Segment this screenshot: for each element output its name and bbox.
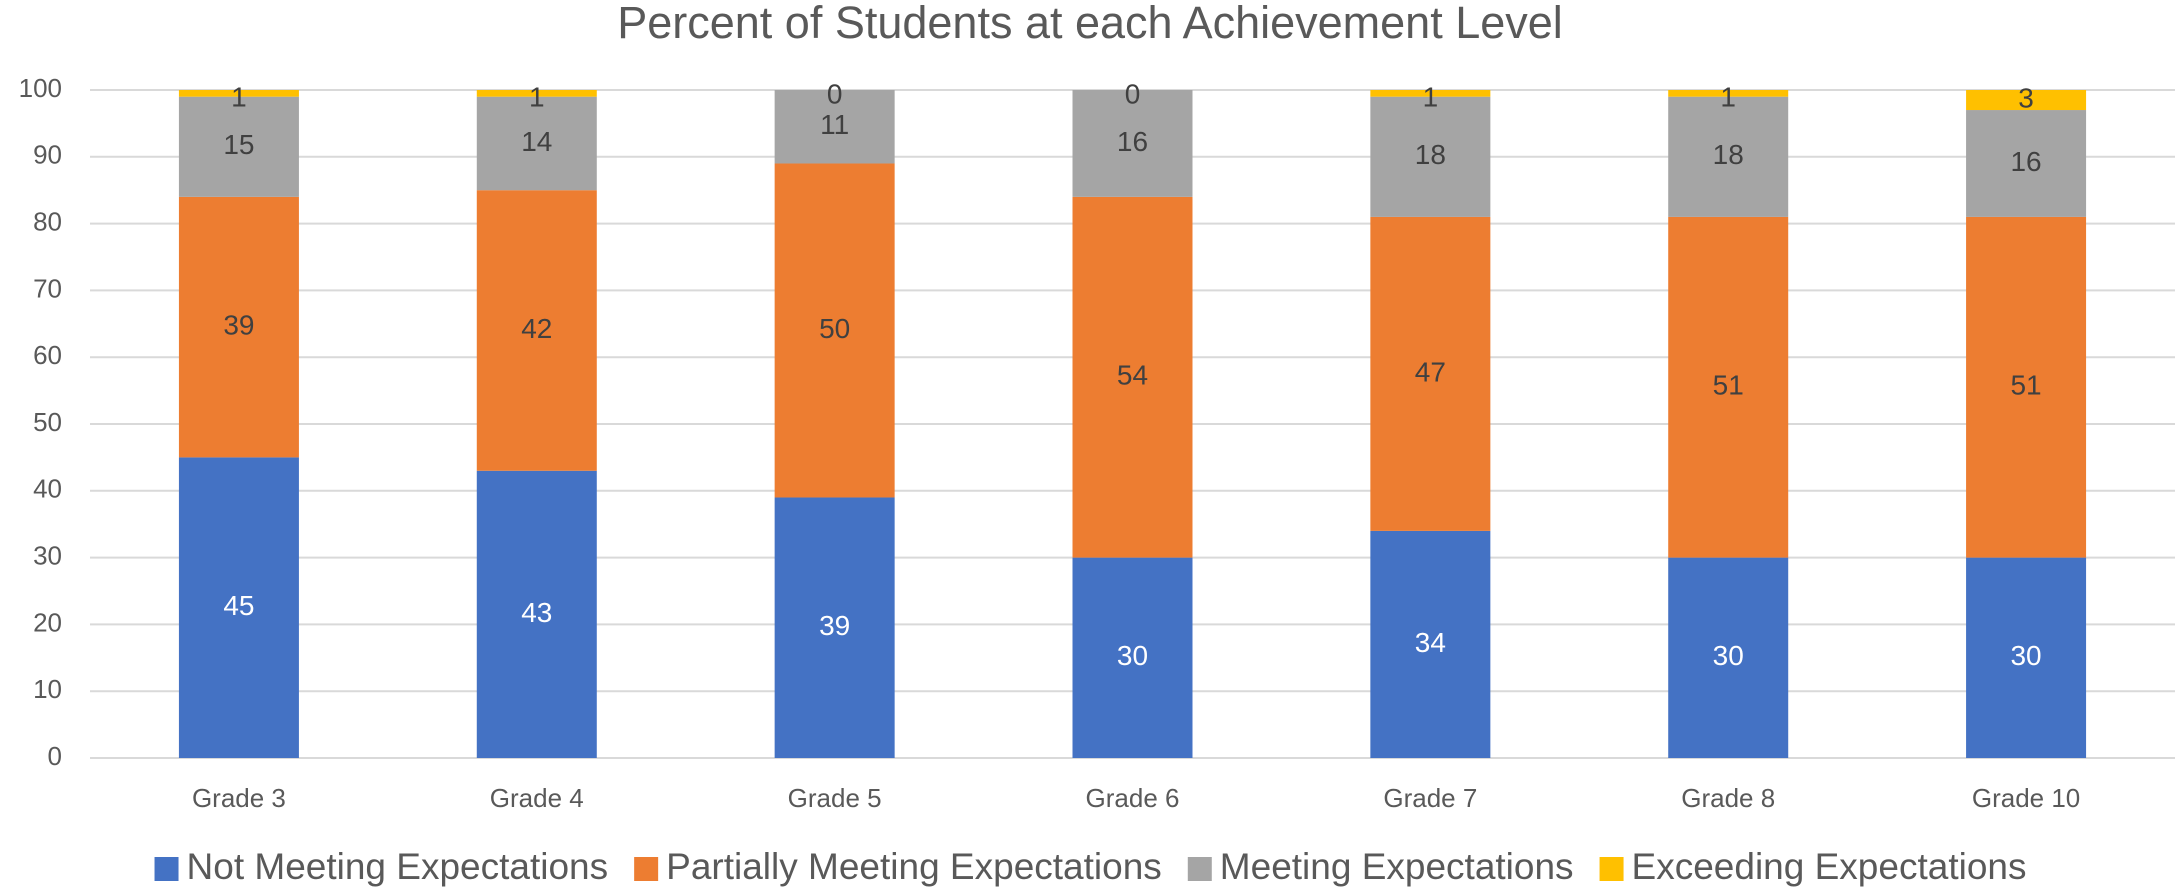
data-label: 16 xyxy=(1117,126,1148,157)
data-label: 1 xyxy=(1720,82,1736,113)
data-label: 1 xyxy=(231,82,247,113)
bar-segment xyxy=(1370,90,1491,97)
bar-segment xyxy=(1966,90,2087,111)
legend: Not Meeting Expectations Partially Meetin… xyxy=(154,846,2027,887)
data-label: 18 xyxy=(1713,139,1744,170)
x-tick-label: Grade 8 xyxy=(1681,783,1775,813)
y-tick-label: 100 xyxy=(19,73,62,103)
y-tick-label: 60 xyxy=(33,340,62,370)
data-label: 0 xyxy=(827,78,843,109)
data-label: 0 xyxy=(1125,78,1141,109)
data-label: 51 xyxy=(2010,370,2041,401)
chart-title: Percent of Students at each Achievement … xyxy=(617,0,1563,48)
data-label: 34 xyxy=(1415,627,1446,658)
bar-segment xyxy=(178,196,299,458)
x-tick-label: Grade 10 xyxy=(1972,783,2080,813)
y-tick-label: 20 xyxy=(33,607,62,637)
bar-segment xyxy=(1370,96,1491,217)
bar-segment xyxy=(774,90,895,164)
bar-segment xyxy=(1072,557,1193,758)
data-label: 39 xyxy=(819,610,850,641)
y-tick-label: 70 xyxy=(33,273,62,303)
x-tick-label: Grade 7 xyxy=(1383,783,1477,813)
bar-segment xyxy=(774,163,895,498)
data-label: 30 xyxy=(2010,640,2041,671)
bar-segment xyxy=(476,470,597,758)
bar-segment xyxy=(476,96,597,191)
x-tick-label: Grade 6 xyxy=(1086,783,1180,813)
data-label: 18 xyxy=(1415,139,1446,170)
bar-segment xyxy=(178,96,299,197)
legend-swatch xyxy=(1187,857,1212,881)
bar-segment xyxy=(476,190,597,471)
x-tick-label: Grade 3 xyxy=(192,783,286,813)
bar-segment xyxy=(476,90,597,97)
x-tick-label: Grade 5 xyxy=(788,783,882,813)
data-label: 30 xyxy=(1713,640,1744,671)
data-label: 50 xyxy=(819,313,850,344)
y-tick-label: 40 xyxy=(33,474,62,504)
bar-segment xyxy=(178,457,299,758)
bar-segment xyxy=(1370,530,1491,758)
bar-segment xyxy=(1966,110,2087,217)
data-label: 15 xyxy=(223,129,254,160)
data-label: 45 xyxy=(223,590,254,621)
y-tick-label: 10 xyxy=(33,674,62,704)
data-label: 47 xyxy=(1415,356,1446,387)
data-label: 42 xyxy=(521,313,552,344)
bar-segment xyxy=(1668,216,1789,558)
y-tick-label: 80 xyxy=(33,206,62,236)
data-label: 11 xyxy=(820,109,849,140)
data-label: 51 xyxy=(1713,370,1744,401)
data-label: 16 xyxy=(2010,146,2041,177)
data-label: 54 xyxy=(1117,360,1148,391)
data-label: 39 xyxy=(223,310,254,341)
data-label: 1 xyxy=(1423,82,1439,113)
legend-swatch xyxy=(634,857,659,881)
data-label: 3 xyxy=(2018,82,2034,113)
y-tick-label: 50 xyxy=(33,407,62,437)
bar-segment xyxy=(178,90,299,97)
bar-segment xyxy=(1072,196,1193,558)
data-label: 1 xyxy=(529,82,545,113)
data-label: 14 xyxy=(521,126,552,157)
y-tick-label: 0 xyxy=(48,741,62,771)
x-tick-label: Grade 4 xyxy=(490,783,584,813)
bar-segment xyxy=(1370,216,1491,531)
bar-segment xyxy=(774,497,895,758)
bar-segment xyxy=(1668,557,1789,758)
y-tick-label: 90 xyxy=(33,140,62,170)
data-label: 30 xyxy=(1117,640,1148,671)
bar-segment xyxy=(1966,557,2087,758)
legend-label: Partially Meeting Expectations xyxy=(666,846,1162,887)
bar-segment xyxy=(1668,96,1789,217)
legend-swatch xyxy=(1599,857,1624,881)
bar-segment xyxy=(1966,216,2087,558)
legend-label: Not Meeting Expectations xyxy=(187,846,609,887)
legend-label: Meeting Expectations xyxy=(1220,846,1574,887)
legend-swatch xyxy=(154,857,179,881)
data-label: 43 xyxy=(521,597,552,628)
bar-segment xyxy=(1072,90,1193,197)
y-tick-label: 30 xyxy=(33,540,62,570)
bar-segment xyxy=(1668,90,1789,97)
legend-label: Exceeding Expectations xyxy=(1632,846,2027,887)
